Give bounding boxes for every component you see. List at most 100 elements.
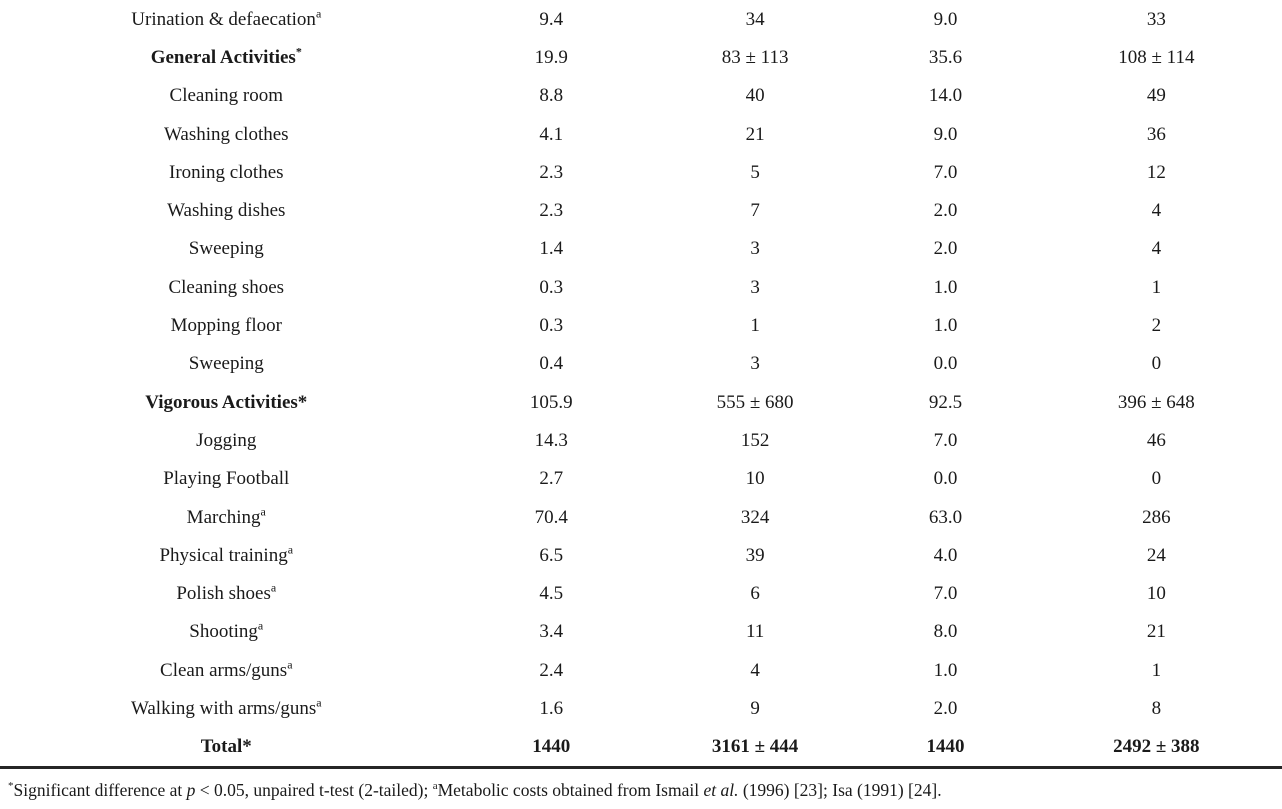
activity-label: Playing Football	[163, 468, 290, 490]
significance-asterisk-marker: *	[8, 780, 14, 793]
value-cell: 49	[1146, 85, 1166, 107]
table-row: Washing clothes 4.1 21 9.0 36	[0, 115, 1282, 153]
table-row: Jogging 14.3 152 7.0 46	[0, 421, 1282, 459]
activity-cell: Physical traininga	[0, 536, 453, 574]
footnote-et-al: et al.	[703, 779, 739, 800]
value-cell: 83 ± 113	[721, 46, 789, 68]
superscript-marker: a	[257, 619, 264, 634]
activity-cell: Clean arms/gunsa	[0, 651, 453, 689]
value-cell: 1440	[532, 736, 571, 758]
value-cell: 0.4	[539, 353, 564, 375]
value-cell: 8	[1151, 697, 1162, 719]
value-cell: 9	[750, 697, 760, 719]
value-cell: 4.5	[539, 583, 564, 605]
superscript-marker: a	[315, 6, 322, 21]
activity-label: Total*	[200, 736, 252, 758]
activity-cell: Total*	[0, 728, 453, 768]
activity-label: Clean arms/guns	[160, 659, 288, 681]
value-cell: 108 ± 114	[1118, 46, 1195, 68]
activity-label: Washing clothes	[163, 123, 289, 145]
table-row: Ironing clothes 2.3 5 7.0 12	[0, 153, 1282, 191]
activity-label: Urination & defaecation	[131, 8, 316, 30]
activity-label: Jogging	[196, 429, 257, 451]
value-cell: 0.3	[539, 315, 564, 337]
value-cell: 396 ± 648	[1117, 391, 1195, 413]
activity-cell: Sweeping	[0, 345, 453, 383]
value-cell: 7.0	[933, 429, 958, 451]
value-cell: 324	[740, 506, 770, 528]
activity-cell: Sweeping	[0, 230, 453, 268]
value-cell: 3	[750, 276, 760, 298]
value-cell: 5	[750, 161, 760, 183]
table-row: Walking with arms/gunsa 1.6 9 2.0 8	[0, 689, 1282, 727]
footnote-p-value-symbol: p	[186, 779, 196, 800]
value-cell: 0	[1151, 468, 1162, 490]
table-row: Mopping floor 0.3 1 1.0 2	[0, 306, 1282, 344]
value-cell: 8.0	[933, 621, 958, 643]
value-cell: 11	[745, 621, 765, 643]
value-cell: 4.1	[539, 123, 564, 145]
superscript-marker: a	[260, 504, 266, 519]
table-row: General Activities* 19.9 83 ± 113 35.6 108 ±…	[0, 38, 1282, 76]
value-cell: 1	[1151, 659, 1162, 681]
footnote-text: Metabolic costs obtained from Ismail	[437, 779, 704, 800]
activity-cell: General Activities*	[0, 38, 453, 76]
value-cell: 4	[1151, 238, 1162, 260]
table-row: Sweeping 0.4 3 0.0 0	[0, 345, 1282, 383]
activity-label: Cleaning room	[169, 85, 283, 107]
value-cell: 2	[1151, 315, 1162, 337]
value-cell: 9.0	[933, 123, 958, 145]
activity-cell: Urination & defaecationa	[0, 0, 453, 38]
value-cell: 39	[745, 544, 765, 566]
footnote-text: (1996) [23]; Isa (1991) [24].	[738, 779, 942, 800]
value-cell: 2.0	[933, 238, 958, 260]
value-cell: 4	[1151, 200, 1162, 222]
superscript-marker: a	[316, 695, 322, 710]
superscript-marker: a	[270, 580, 277, 595]
superscript-marker: a	[287, 657, 293, 672]
value-cell: 70.4	[534, 506, 568, 528]
table-row: Cleaning shoes 0.3 3 1.0 1	[0, 268, 1282, 306]
value-cell: 2.0	[933, 697, 958, 719]
value-cell: 92.5	[928, 391, 963, 413]
activity-cell: Vigorous Activities*	[0, 383, 453, 421]
value-cell: 21	[1146, 621, 1166, 643]
value-cell: 3	[750, 238, 760, 260]
value-cell: 0.0	[933, 353, 958, 375]
activity-cell: Washing dishes	[0, 191, 453, 229]
table-row: Playing Football 2.7 10 0.0 0	[0, 460, 1282, 498]
table-row: Marchinga 70.4 324 63.0 286	[0, 498, 1282, 536]
value-cell: 40	[745, 85, 765, 107]
value-cell: 36	[1146, 123, 1166, 145]
superscript-marker: *	[295, 44, 302, 59]
value-cell: 7	[750, 200, 760, 222]
table-row: Total* 1440 3161 ± 444 1440 2492 ± 388	[0, 728, 1282, 768]
table-row: Urination & defaecationa 9.4 34 9.0 33	[0, 0, 1282, 38]
activity-label: Vigorous Activities*	[145, 391, 308, 413]
activity-cell: Walking with arms/gunsa	[0, 689, 453, 727]
value-cell: 34	[745, 8, 765, 30]
value-cell: 2.0	[933, 200, 958, 222]
value-cell: 10	[1146, 583, 1166, 605]
value-cell: 1.4	[539, 238, 564, 260]
value-cell: 9.4	[539, 8, 564, 30]
value-cell: 1.0	[933, 276, 958, 298]
activity-cell: Washing clothes	[0, 115, 453, 153]
activity-cell: Jogging	[0, 421, 453, 459]
value-cell: 1.0	[933, 659, 958, 681]
value-cell: 35.6	[928, 46, 963, 68]
value-cell: 7.0	[933, 161, 958, 183]
value-cell: 19.9	[534, 46, 568, 68]
value-cell: 8.8	[539, 85, 564, 107]
activity-label: Shooting	[189, 621, 258, 643]
activity-cell: Cleaning shoes	[0, 268, 453, 306]
value-cell: 9.0	[933, 8, 958, 30]
activity-cell: Polish shoesa	[0, 574, 453, 612]
activity-table: Urination & defaecationa 9.4 34 9.0 33 Genera…	[0, 0, 1282, 769]
value-cell: 3	[750, 353, 760, 375]
activity-label: Sweeping	[188, 353, 264, 375]
table-row: Vigorous Activities* 105.9 555 ± 680 92.5 39…	[0, 383, 1282, 421]
activity-label: Washing dishes	[167, 200, 286, 222]
value-cell: 6.5	[539, 544, 564, 566]
value-cell: 1	[1151, 276, 1162, 298]
